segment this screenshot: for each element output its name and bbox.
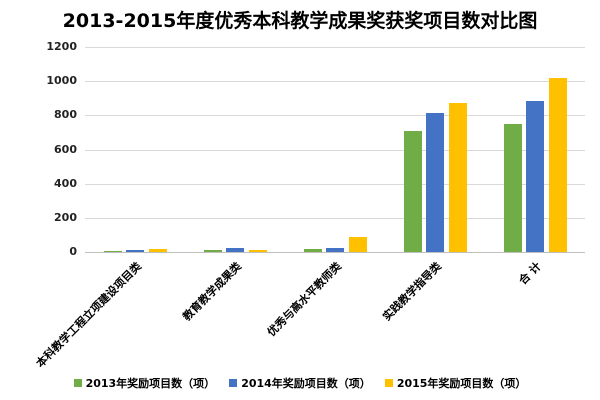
gridline (85, 81, 585, 83)
y-tick-label: 1200 (46, 40, 77, 53)
legend-item: 2013年奖励项目数（项） (73, 375, 216, 391)
legend: 2013年奖励项目数（项） 2014年奖励项目数（项） 2015年奖励项目数（项） (0, 375, 600, 391)
legend-label: 2013年奖励项目数（项） (85, 377, 216, 390)
bar (526, 101, 544, 252)
bar (548, 78, 567, 252)
gridline (85, 47, 585, 48)
legend-label: 2014年奖励项目数（项） (241, 377, 371, 390)
legend-label: 2015年奖励项目数（项） (396, 377, 527, 390)
chart-title: 2013-2015年度优秀本科教学成果奖获奖项目数对比图 (62, 10, 538, 32)
gridline (85, 183, 585, 185)
y-tick-label: 600 (54, 142, 77, 156)
gridline (85, 149, 585, 151)
bar (203, 249, 222, 252)
bar (503, 124, 522, 252)
legend-swatch-icon (229, 379, 238, 387)
bar (303, 249, 322, 252)
y-tick-label: 0 (69, 245, 77, 258)
bar (348, 236, 367, 252)
x-tick-label: 教育教学成果类 (180, 259, 244, 324)
bar (248, 249, 267, 252)
legend-item: 2014年奖励项目数（项） (229, 375, 371, 391)
bar (148, 248, 167, 252)
x-tick-label: 本科教学工程立项建设项目类 (33, 259, 144, 371)
y-tick-label: 800 (54, 108, 77, 122)
bar (126, 250, 144, 252)
legend-swatch-icon (73, 379, 82, 387)
x-tick-label: 实践教学指导类 (380, 259, 444, 324)
y-tick-label: 400 (54, 176, 77, 190)
gridline (85, 115, 585, 117)
x-tick-label: 优秀与高水平教师类 (264, 259, 344, 339)
gridline (85, 217, 585, 219)
legend-item: 2015年奖励项目数（项） (384, 375, 527, 391)
x-tick-label: 合 计 (516, 259, 544, 288)
plot-area (85, 47, 585, 253)
bar (403, 131, 422, 252)
y-tick-label: 200 (54, 210, 77, 224)
bar (448, 103, 467, 252)
bar (226, 248, 244, 252)
y-tick-label: 1000 (46, 74, 77, 88)
bar (326, 248, 344, 252)
bar (103, 251, 122, 252)
bar (426, 113, 444, 252)
x-axis-line (85, 252, 585, 253)
legend-swatch-icon (384, 379, 393, 387)
